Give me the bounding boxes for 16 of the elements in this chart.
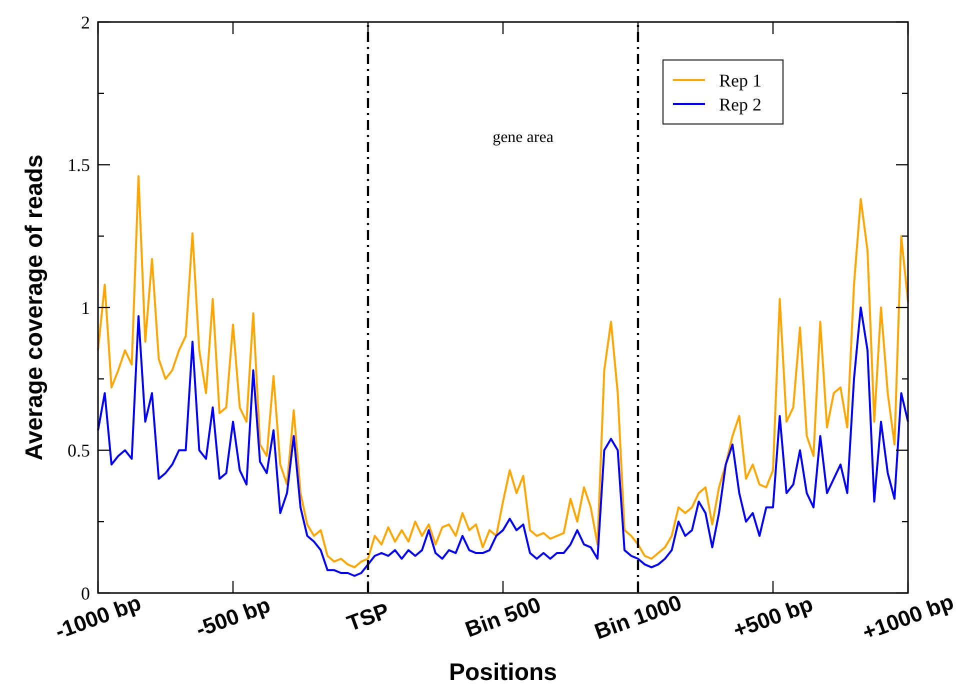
y-tick-label: 1.5 xyxy=(68,155,90,176)
y-axis-title: Average coverage of reads xyxy=(21,154,48,460)
y-tick-label: 2 xyxy=(81,12,90,32)
x-tick-label: TSP xyxy=(344,598,392,636)
x-tick-label: +1000 bp xyxy=(859,589,957,645)
legend-label: Rep 1 xyxy=(719,70,762,90)
y-tick-label: 0 xyxy=(81,583,90,604)
x-tick-label: -500 bp xyxy=(192,592,274,642)
x-axis-title: Positions xyxy=(448,659,558,686)
y-tick-label: 1 xyxy=(81,298,90,318)
y-tick-label: 0.5 xyxy=(68,440,90,461)
legend-label: Rep 2 xyxy=(719,94,762,114)
x-tick-label: +500 bp xyxy=(730,591,816,643)
x-tick-label: Bin 1000 xyxy=(591,590,685,644)
x-tick-label: Bin 500 xyxy=(462,592,544,642)
annotation: gene area xyxy=(492,129,554,146)
